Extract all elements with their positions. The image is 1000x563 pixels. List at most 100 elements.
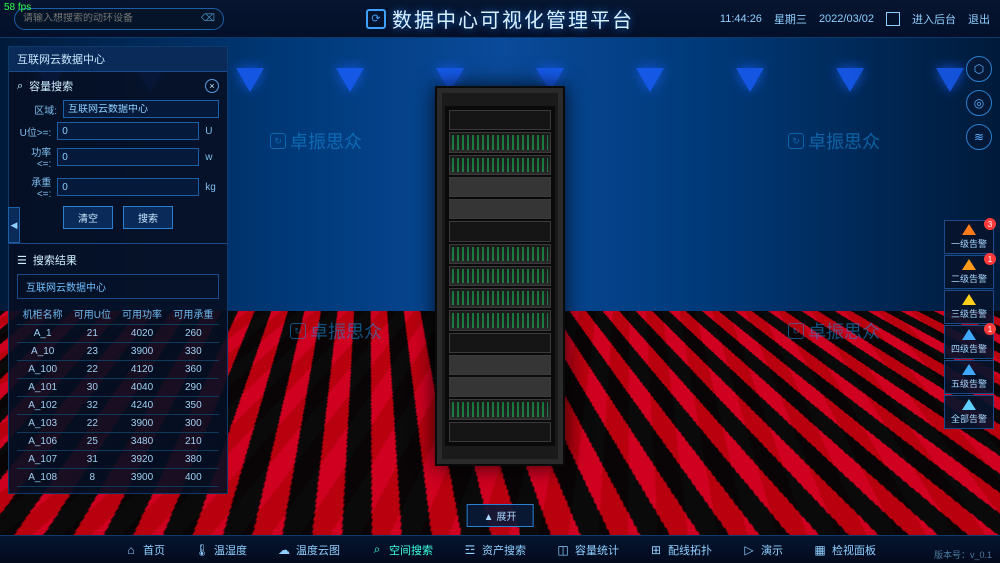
table-row[interactable]: A_106253480210 [17,433,219,451]
nav-label: 演示 [761,542,783,558]
nav-item[interactable]: ☲ 资产搜索 [457,539,532,561]
table-row[interactable]: A_100224120360 [17,361,219,379]
server-rack[interactable] [435,86,565,466]
clear-icon[interactable]: ⌫ [201,13,215,24]
expand-button[interactable]: ▲ 展开 [467,504,534,527]
alarm-label: 四级告警 [951,342,987,355]
alarm-item[interactable]: 一级告警 3 [944,220,994,254]
alarm-label: 二级告警 [951,272,987,285]
nav-item[interactable]: ⌕ 空间搜索 [364,539,439,561]
table-col-header: 可用承重 [168,303,219,325]
table-row[interactable]: A_10233900330 [17,343,219,361]
tool-waves-icon[interactable]: ≋ [966,124,992,150]
fps-counter: 58 fps [4,2,31,13]
nav-item[interactable]: ☁温度云图 [271,539,346,561]
nav-label: 容量统计 [575,542,619,558]
device-search-input[interactable] [23,13,201,24]
magnify-icon: ⌕ [17,80,23,93]
table-col-header: 机柜名称 [17,303,68,325]
warning-triangle-icon [962,399,976,410]
fullscreen-icon[interactable] [886,12,900,26]
nav-icon: ⌕ [370,543,384,557]
table-row[interactable]: A_107313920380 [17,451,219,469]
nav-label: 空间搜索 [389,542,433,558]
load-unit: kg [205,182,219,193]
alarm-item[interactable]: 二级告警 1 [944,255,994,289]
tool-cube-icon[interactable]: ⬡ [966,56,992,82]
section-close-icon[interactable]: × [205,79,219,93]
version-label: 版本号：v_0.1 [934,548,992,561]
nav-icon: 🌡 [195,543,209,557]
list-icon: ☰ [17,254,27,267]
header-right: 11:44:26 星期三 2022/03/02 进入后台 退出 [720,11,990,27]
panel-collapse-tab[interactable]: ◀ [8,207,20,243]
u-input[interactable] [57,122,199,140]
nav-icon: ☲ [463,543,477,557]
capacity-search-header: ⌕ 容量搜索 × [17,78,219,94]
u-label: U位>=: [17,124,51,139]
nav-label: 温湿度 [214,542,247,558]
table-row[interactable]: A_101304040290 [17,379,219,397]
results-breadcrumb[interactable]: 互联网云数据中心 [17,274,219,299]
region-select[interactable]: 互联网云数据中心 [63,100,219,118]
nav-icon: ▷ [742,543,756,557]
app-title: 数据中心可视化管理平台 [392,4,634,33]
watermark: ↻卓振思众 [788,318,880,344]
u-unit: U [205,126,219,137]
enter-admin-link[interactable]: 进入后台 [912,11,956,27]
logout-link[interactable]: 退出 [968,11,990,27]
warning-triangle-icon [962,329,976,340]
header-bar: ⌫ ⟳ 数据中心可视化管理平台 11:44:26 星期三 2022/03/02 … [0,0,1000,38]
warning-triangle-icon [962,364,976,375]
nav-icon: ⊞ [649,543,663,557]
power-input[interactable] [57,148,199,166]
search-button[interactable]: 搜索 [123,206,173,229]
alarm-label: 全部告警 [951,412,987,425]
nav-item[interactable]: ▦ 检视面板 [807,539,882,561]
nav-label: 检视面板 [832,542,876,558]
alarm-badge: 1 [984,253,996,265]
nav-item[interactable]: ⌂首页 [118,539,171,561]
alarm-item[interactable]: 三级告警 [944,290,994,324]
nav-label: 配线拓扑 [668,542,712,558]
results-header: ☰ 搜索结果 [17,252,219,268]
table-row[interactable]: A_102324240350 [17,397,219,415]
nav-item[interactable]: 🌡 温湿度 [189,539,253,561]
table-row[interactable]: A_103223900300 [17,415,219,433]
app-title-wrap: ⟳ 数据中心可视化管理平台 [366,4,634,33]
power-unit: w [205,152,219,163]
nav-label: 温度云图 [296,542,340,558]
watermark: ↻卓振思众 [788,128,880,154]
watermark: ↻卓振思众 [290,318,382,344]
table-row[interactable]: A_10883900400 [17,469,219,487]
alarm-item[interactable]: 全部告警 [944,395,994,429]
load-input[interactable] [57,178,199,196]
alarm-item[interactable]: 五级告警 [944,360,994,394]
nav-item[interactable]: ⊞ 配线拓扑 [643,539,718,561]
panel-root-title[interactable]: 互联网云数据中心 [9,47,227,72]
region-label: 区域: [17,102,57,117]
nav-item[interactable]: ▷ 演示 [736,539,789,561]
table-row[interactable]: A_1214020260 [17,325,219,343]
warning-triangle-icon [962,259,976,270]
table-col-header: 可用功率 [116,303,167,325]
power-label: 功率<=: [17,144,51,170]
nav-icon: ▦ [813,543,827,557]
alarm-badge: 3 [984,218,996,230]
alarm-label: 五级告警 [951,377,987,390]
nav-label: 资产搜索 [482,542,526,558]
alarm-label: 一级告警 [951,237,987,250]
sidebar-panel: ◀ 互联网云数据中心 ⌕ 容量搜索 × 区域: 互联网云数据中心 U位>=: U… [8,46,228,494]
load-label: 承重<=: [17,174,51,200]
clock-date: 2022/03/02 [819,13,874,25]
app-logo-icon: ⟳ [366,9,386,29]
device-search-box[interactable]: ⌫ [14,8,224,30]
alarm-item[interactable]: 四级告警1 [944,325,994,359]
nav-item[interactable]: ◫ 容量统计 [550,539,625,561]
watermark: ↻卓振思众 [270,128,362,154]
nav-icon: ◫ [556,543,570,557]
clear-button[interactable]: 清空 [63,206,113,229]
clock-time: 11:44:26 [720,13,762,25]
clock-weekday: 星期三 [774,11,807,27]
tool-target-icon[interactable]: ◎ [966,90,992,116]
